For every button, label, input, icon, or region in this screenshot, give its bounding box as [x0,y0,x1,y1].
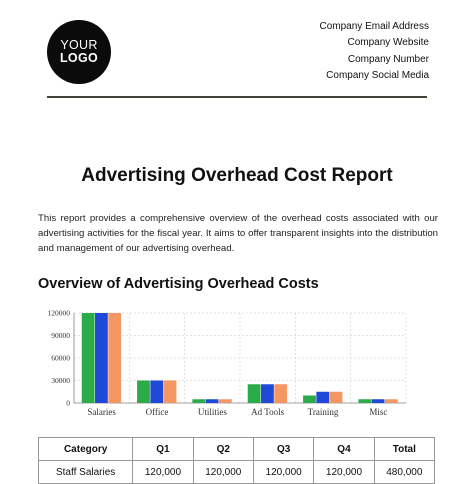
y-tick-label: 60000 [51,354,70,363]
bar [137,380,150,403]
table-cell: 120,000 [252,460,315,484]
header-divider [47,96,427,98]
table-cell: 120,000 [313,460,375,484]
section-heading: Overview of Advertising Overhead Costs [38,276,319,292]
bar [261,384,274,403]
report-intro: This report provides a comprehensive ove… [38,213,438,254]
logo-text-line1: YOUR [60,38,98,52]
cost-table: Category Q1 Q2 Q3 Q4 Total Staff Salarie… [37,437,436,484]
bar [329,391,343,403]
header-q1: Q1 [132,437,194,461]
bar [163,380,177,403]
logo-text-line2: LOGO [59,51,98,65]
x-tick-label: Training [308,407,339,417]
header-q2: Q2 [192,437,254,461]
header-q3: Q3 [252,437,315,461]
table-cell: 480,000 [373,460,436,484]
bar [303,395,316,403]
x-tick-label: Salaries [87,407,116,417]
company-email: Company Email Address [319,21,430,32]
bar [274,384,288,403]
bar [108,313,122,403]
bar [358,399,372,403]
header-total: Total [373,437,436,461]
bar [150,380,164,403]
bar [218,399,232,403]
x-tick-label: Utilities [198,407,227,417]
x-tick-label: Misc [369,407,387,417]
bar [384,399,398,403]
bar [371,399,385,403]
x-tick-label: Office [146,407,169,417]
bar [316,391,330,403]
bar [247,384,261,403]
company-contact-block: Company Email Address Company Website Co… [320,19,430,84]
company-social-media: Company Social Media [326,69,429,81]
y-tick-label: 0 [66,399,70,408]
header-category: Category [37,437,134,461]
company-number: Company Number [347,53,429,65]
bar [81,313,95,403]
x-tick-label: Ad Tools [251,407,284,417]
report-title: Advertising Overhead Cost Report [81,165,393,186]
y-tick-label: 120000 [48,309,71,318]
y-tick-label: 30000 [51,376,70,385]
bar [205,399,219,403]
bar [95,313,108,403]
overhead-cost-bar-chart: 0 30000 60000 90000 120000 Salaries Office Util… [48,309,407,417]
header-q4: Q4 [313,437,375,461]
table-cell: 120,000 [132,460,194,484]
table-cell: Staff Salaries [37,460,134,484]
table-row: Staff Salaries 120,000 120,000 120,000 1… [37,460,436,484]
company-logo: YOUR LOGO [47,20,111,84]
table-cell: 120,000 [192,460,254,484]
table-header-row: Category Q1 Q2 Q3 Q4 Total [37,437,436,461]
bar [192,399,206,403]
company-website: Company Website [347,37,429,49]
y-tick-label: 90000 [51,331,70,340]
